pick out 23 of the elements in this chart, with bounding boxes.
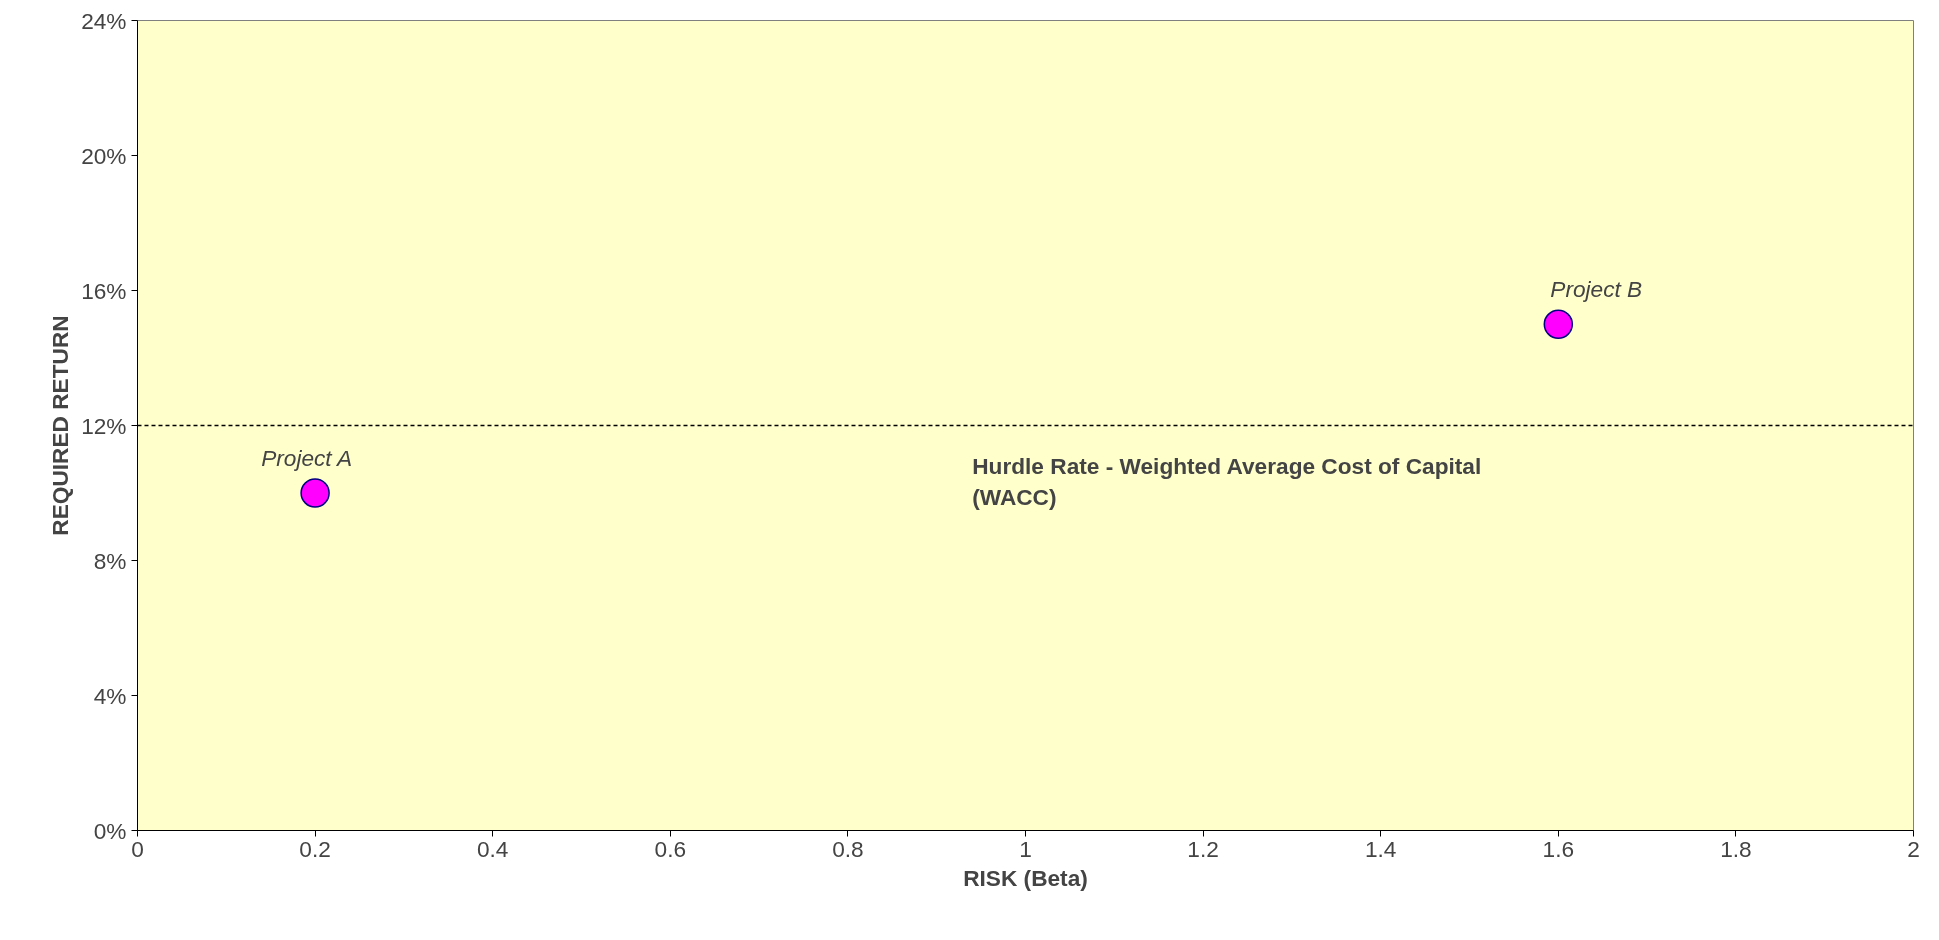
x-tick-label: 0 bbox=[131, 835, 144, 862]
y-tick-label: 0% bbox=[93, 817, 127, 844]
x-tick-label: 2 bbox=[1907, 835, 1920, 862]
x-tick-label: 1.8 bbox=[1720, 835, 1752, 862]
x-tick-label: 0.6 bbox=[654, 835, 687, 862]
x-tick-label: 0.4 bbox=[476, 835, 509, 862]
y-tick-label: 12% bbox=[81, 412, 127, 439]
ref-line-label: Hurdle Rate - Weighted Average Cost of Capital (WACC) bbox=[972, 452, 1482, 510]
annotation: Project A bbox=[261, 445, 353, 471]
annotation: Project B bbox=[1550, 276, 1643, 303]
x-axis-title: RISK (Beta) bbox=[963, 864, 1088, 891]
y-tick-label: 20% bbox=[81, 142, 127, 169]
y-tick-label: 8% bbox=[93, 547, 127, 574]
x-tick-label: 1.4 bbox=[1364, 835, 1397, 862]
x-tick-label: 0.2 bbox=[299, 835, 331, 862]
x-tick-label: 1.6 bbox=[1542, 835, 1575, 862]
x-tick-label: 1 bbox=[1019, 835, 1032, 862]
x-tick-label: 1.2 bbox=[1187, 835, 1219, 862]
y-tick-label: 4% bbox=[93, 682, 127, 709]
y-axis-title: REQUIRED RETURN bbox=[47, 315, 74, 536]
y-tick-label: 16% bbox=[81, 277, 127, 304]
y-tick-label: 24% bbox=[81, 7, 127, 34]
x-tick-label: 0.8 bbox=[832, 835, 864, 862]
